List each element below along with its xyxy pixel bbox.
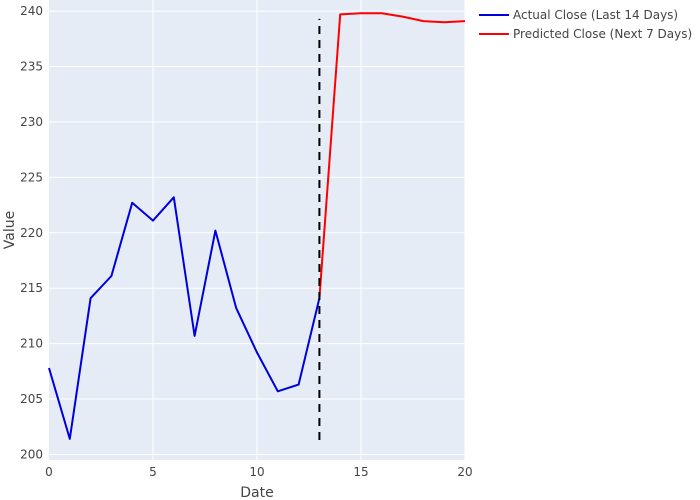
x-tick-label: 10 — [249, 465, 264, 479]
y-tick-label: 205 — [20, 392, 43, 406]
x-tick-label: 0 — [45, 465, 53, 479]
x-tick-label: 20 — [457, 465, 472, 479]
y-tick-label: 235 — [20, 60, 43, 74]
x-gridlines — [152, 0, 466, 460]
actual-close-line[interactable] — [48, 196, 321, 440]
y-axis-title: Value — [2, 211, 18, 249]
y-gridlines — [49, 10, 465, 455]
series-layer — [48, 12, 466, 440]
y-axis-ticks: 200 205 210 215 220 225 230 235 240 — [20, 4, 43, 461]
x-tick-label: 15 — [353, 465, 368, 479]
y-tick-label: 225 — [20, 170, 43, 184]
x-tick-label: 5 — [149, 465, 157, 479]
y-tick-label: 240 — [20, 4, 43, 18]
y-tick-label: 215 — [20, 281, 43, 295]
legend-label[interactable]: Predicted Close (Next 7 Days) — [513, 27, 692, 41]
y-tick-label: 200 — [20, 447, 43, 461]
predicted-close-line[interactable] — [318, 12, 466, 299]
x-axis-ticks: 0 5 10 15 20 — [45, 465, 472, 479]
x-axis-title: Date — [240, 485, 273, 500]
legend[interactable]: Actual Close (Last 14 Days) Predicted Clo… — [479, 8, 692, 41]
y-tick-label: 210 — [20, 337, 43, 351]
y-tick-label: 220 — [20, 226, 43, 240]
y-tick-label: 230 — [20, 115, 43, 129]
legend-label[interactable]: Actual Close (Last 14 Days) — [513, 8, 678, 22]
